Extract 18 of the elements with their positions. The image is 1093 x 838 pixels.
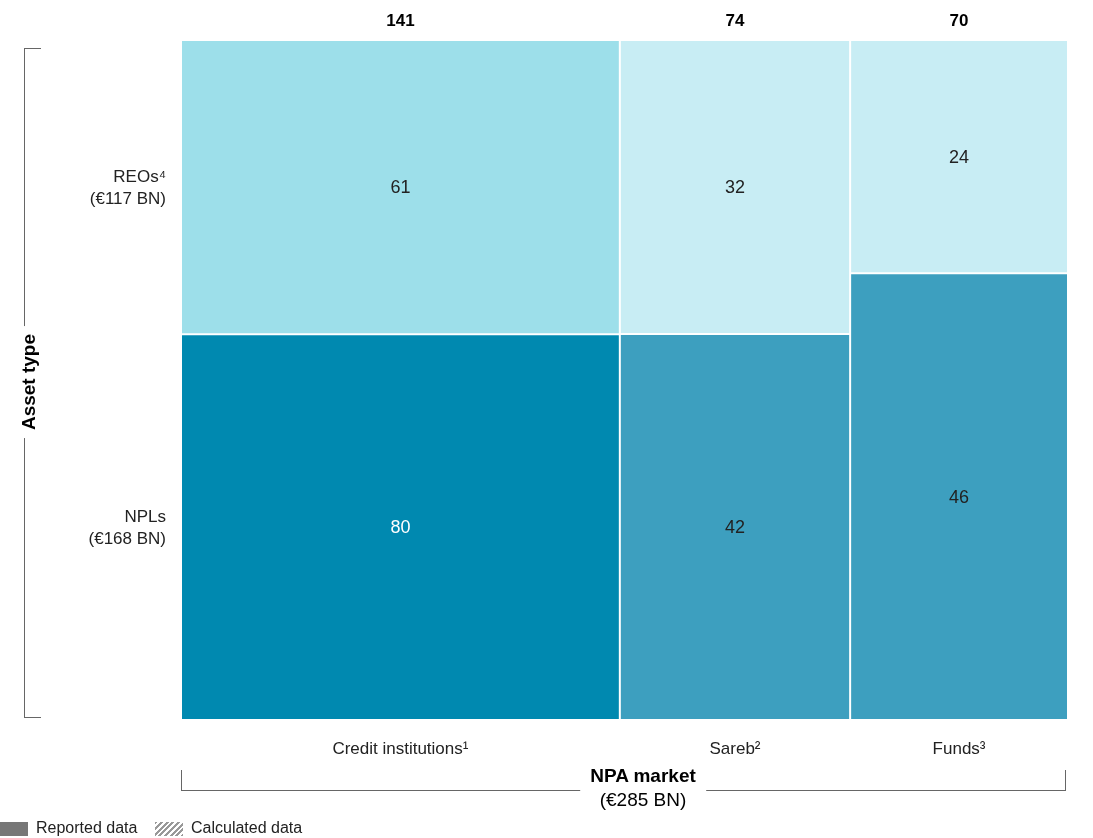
category-label: Sareb² xyxy=(709,739,761,758)
data-label: 32 xyxy=(724,177,745,198)
text: NPA market (€285 BN) xyxy=(580,764,706,812)
text: 141 xyxy=(386,11,415,30)
data-label: 42 xyxy=(724,517,745,538)
data-label: 80 xyxy=(390,517,411,538)
data-label: 24 xyxy=(949,146,970,167)
series-label: NPLs (€168 BN) xyxy=(88,506,166,548)
data-label: 61 xyxy=(390,177,411,198)
text: Calculated data xyxy=(191,819,303,837)
text: Reported data xyxy=(36,819,138,837)
category-label: Funds³ xyxy=(932,739,986,758)
text: Asset type xyxy=(18,325,40,439)
category-label: Credit institutions¹ xyxy=(332,739,469,758)
data-label: 46 xyxy=(949,486,970,507)
text: 74 xyxy=(725,11,745,30)
text: 70 xyxy=(949,11,969,30)
series-label: REOs⁴ (€117 BN) xyxy=(89,166,166,208)
